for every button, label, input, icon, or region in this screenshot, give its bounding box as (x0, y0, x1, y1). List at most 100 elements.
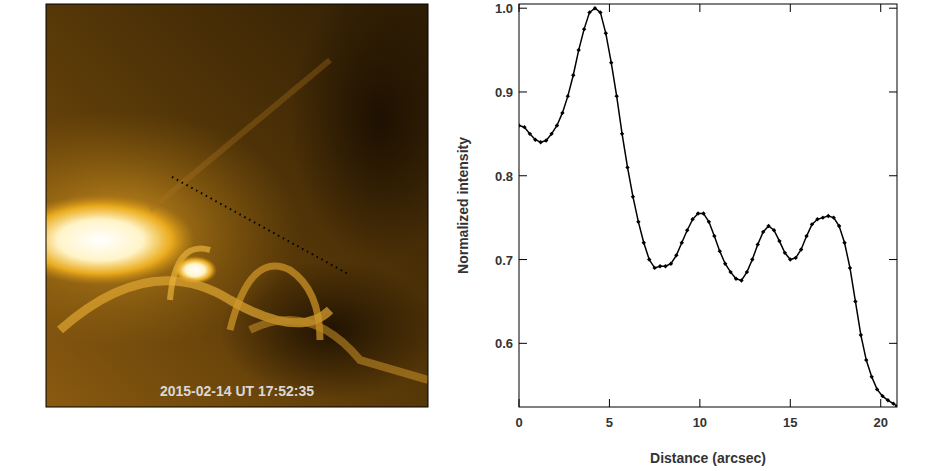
data-point (734, 277, 738, 281)
data-point (756, 242, 760, 246)
y-tick-label: 0.8 (495, 169, 513, 184)
axes: 051015200.60.70.80.91.0 (495, 1, 897, 430)
data-point (609, 60, 613, 64)
data-point (848, 266, 852, 270)
y-tick-label: 0.9 (495, 85, 513, 100)
y-tick-label: 0.7 (495, 253, 513, 268)
data-point (772, 228, 776, 232)
data-point (696, 211, 700, 215)
data-point (712, 234, 716, 238)
x-tick-top (609, 4, 610, 12)
data-point (728, 270, 732, 274)
x-tick-top (790, 4, 791, 12)
plot-area (519, 6, 897, 407)
y-tick-label: 0.6 (495, 336, 513, 351)
data-point (566, 94, 570, 98)
data-point (642, 241, 646, 245)
cut-line (172, 177, 350, 275)
data-point (519, 123, 521, 127)
x-tick (790, 399, 791, 407)
y-tick-right (889, 91, 897, 92)
data-point (810, 222, 814, 226)
data-point (663, 264, 667, 268)
data-point (880, 394, 884, 398)
x-tick (699, 399, 700, 407)
data-point (522, 125, 526, 129)
data-point (837, 224, 841, 228)
image-frame (46, 4, 428, 407)
data-point (560, 111, 564, 115)
data-point (555, 123, 559, 127)
data-point (674, 253, 678, 257)
data-point (690, 217, 694, 221)
data-point (815, 217, 819, 221)
data-point (593, 6, 597, 10)
data-point (707, 220, 711, 224)
y-tick-right (889, 343, 897, 344)
data-point (853, 299, 857, 303)
data-point (875, 387, 879, 391)
data-point (614, 94, 618, 98)
x-tick-top (699, 4, 700, 12)
data-point (631, 195, 635, 199)
data-point (821, 215, 825, 219)
data-point (777, 239, 781, 243)
data-point (886, 398, 890, 402)
data-point (598, 10, 602, 14)
data-point (680, 241, 684, 245)
data-point (826, 214, 830, 218)
data-point (761, 230, 765, 234)
data-point (864, 358, 868, 362)
data-point (842, 241, 846, 245)
x-tick-label: 15 (783, 415, 797, 430)
x-tick (880, 399, 881, 407)
y-tick (519, 259, 527, 260)
timestamp: 2015-02-14 UT 17:52:35 (160, 383, 314, 399)
x-tick-label: 20 (873, 415, 887, 430)
y-tick-right (889, 8, 897, 9)
figure: 2015-02-14 UT 17:52:35051015200.60.70.80… (0, 0, 944, 471)
solar-image (46, 4, 428, 407)
data-point (788, 257, 792, 261)
data-point (804, 234, 808, 238)
data-point (625, 165, 629, 169)
data-point (658, 264, 662, 268)
data-point (544, 138, 548, 142)
data-point (739, 278, 743, 282)
y-tick (519, 343, 527, 344)
y-tick (519, 175, 527, 176)
data-point (723, 262, 727, 266)
y-tick (519, 8, 527, 9)
data-point (794, 256, 798, 260)
data-point (576, 48, 580, 52)
data-point (604, 31, 608, 35)
plot-frame (519, 4, 897, 407)
data-point (783, 251, 787, 255)
data-point (571, 73, 575, 77)
data-point (718, 249, 722, 253)
data-point (750, 257, 754, 261)
data-point (539, 140, 543, 144)
data-point (636, 220, 640, 224)
y-tick-right (889, 259, 897, 260)
x-tick-top (880, 4, 881, 12)
data-point (895, 404, 897, 407)
y-tick-right (889, 175, 897, 176)
intensity-line (519, 8, 897, 406)
data-point (799, 247, 803, 251)
data-point (745, 270, 749, 274)
data-point (549, 132, 553, 136)
data-point (647, 257, 651, 261)
y-axis-title: Normalized intensity (455, 137, 471, 274)
x-tick-label: 5 (606, 415, 613, 430)
data-point (620, 132, 624, 136)
data-point (587, 10, 591, 14)
y-tick-label: 1.0 (495, 1, 513, 16)
data-point (701, 211, 705, 215)
x-tick-label: 0 (515, 415, 522, 430)
data-point (831, 215, 835, 219)
data-point (766, 224, 770, 228)
data-point (685, 228, 689, 232)
data-point (669, 262, 673, 266)
x-tick (609, 399, 610, 407)
